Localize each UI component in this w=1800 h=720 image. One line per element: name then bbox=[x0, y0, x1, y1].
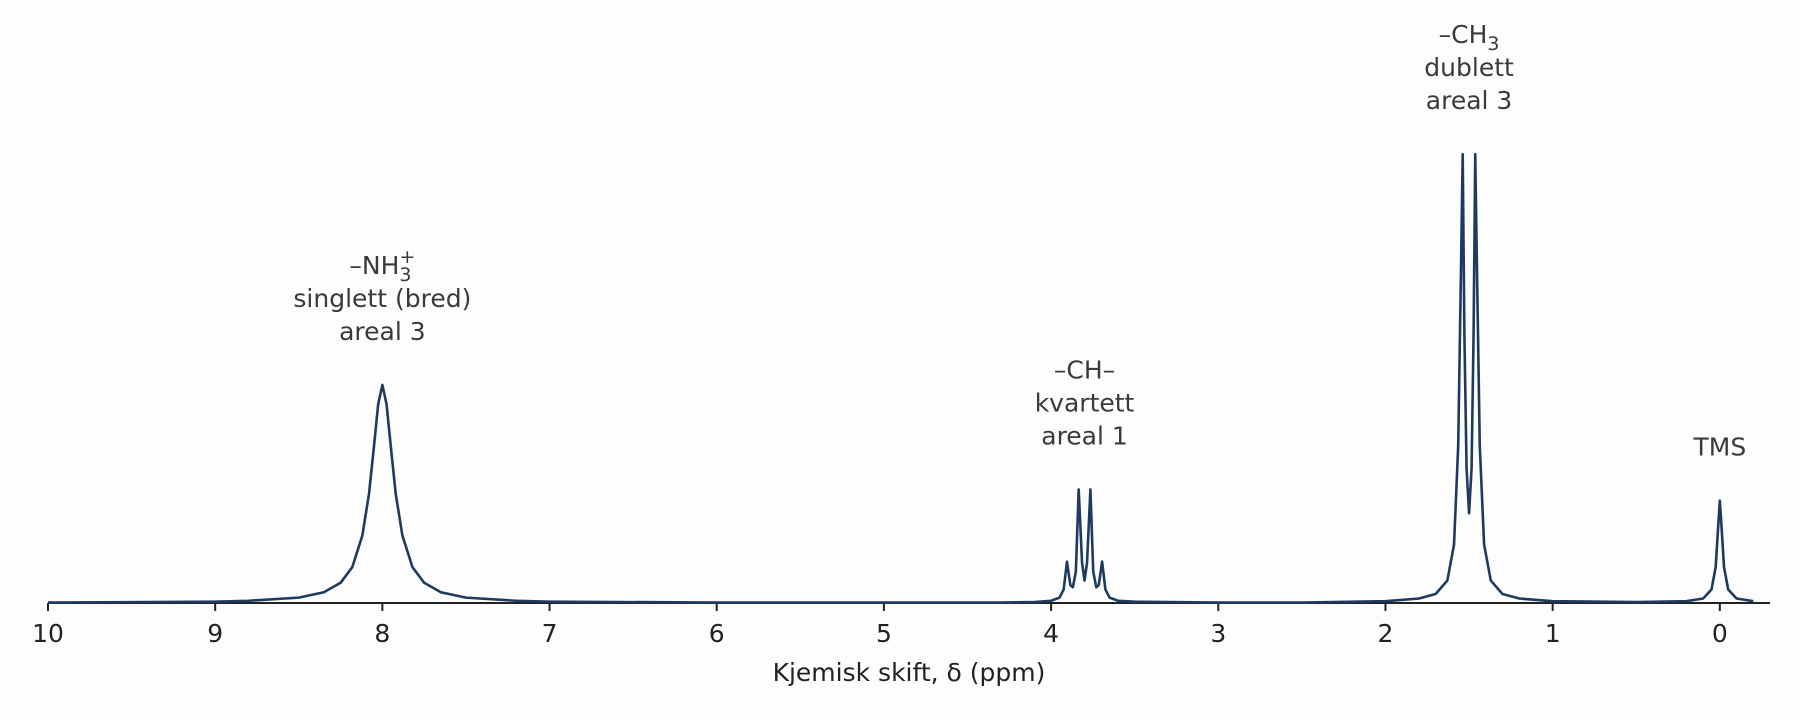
annotation-text: areal 3 bbox=[339, 317, 426, 346]
annotation-subscript: 3 bbox=[1487, 33, 1499, 55]
annotation-text: areal 1 bbox=[1041, 421, 1128, 450]
annotation-text: singlett (bred) bbox=[293, 284, 471, 313]
spectrum-line bbox=[47, 152, 1754, 604]
x-tick-label: 7 bbox=[542, 619, 558, 648]
x-tick-label: 9 bbox=[207, 619, 223, 648]
annotation-main: –NH bbox=[349, 251, 399, 280]
annotation-text: –NH3+ bbox=[349, 245, 415, 285]
annotation-text: dublett bbox=[1424, 53, 1514, 82]
x-axis-label: Kjemisk skift, δ (ppm) bbox=[773, 658, 1046, 687]
x-tick-label: 4 bbox=[1043, 619, 1059, 648]
annotation-main: –CH bbox=[1439, 20, 1488, 49]
x-tick-label: 0 bbox=[1712, 619, 1728, 648]
annotation-subscript: 3 bbox=[399, 263, 411, 285]
x-tick-label: 2 bbox=[1378, 619, 1394, 648]
x-tick-label: 3 bbox=[1210, 619, 1226, 648]
annotation-text: areal 3 bbox=[1426, 86, 1513, 115]
x-tick-label: 5 bbox=[876, 619, 892, 648]
x-tick-label: 6 bbox=[709, 619, 725, 648]
annotation-text: –CH3 bbox=[1439, 20, 1500, 55]
x-tick-label: 8 bbox=[374, 619, 390, 648]
x-tick-label: 1 bbox=[1545, 619, 1561, 648]
annotation-text: TMS bbox=[1692, 433, 1746, 462]
annotation-text: –CH– bbox=[1054, 355, 1115, 384]
annotation-text: kvartett bbox=[1035, 388, 1135, 417]
annotation-superscript: + bbox=[399, 245, 415, 267]
x-tick-label: 10 bbox=[32, 619, 64, 648]
